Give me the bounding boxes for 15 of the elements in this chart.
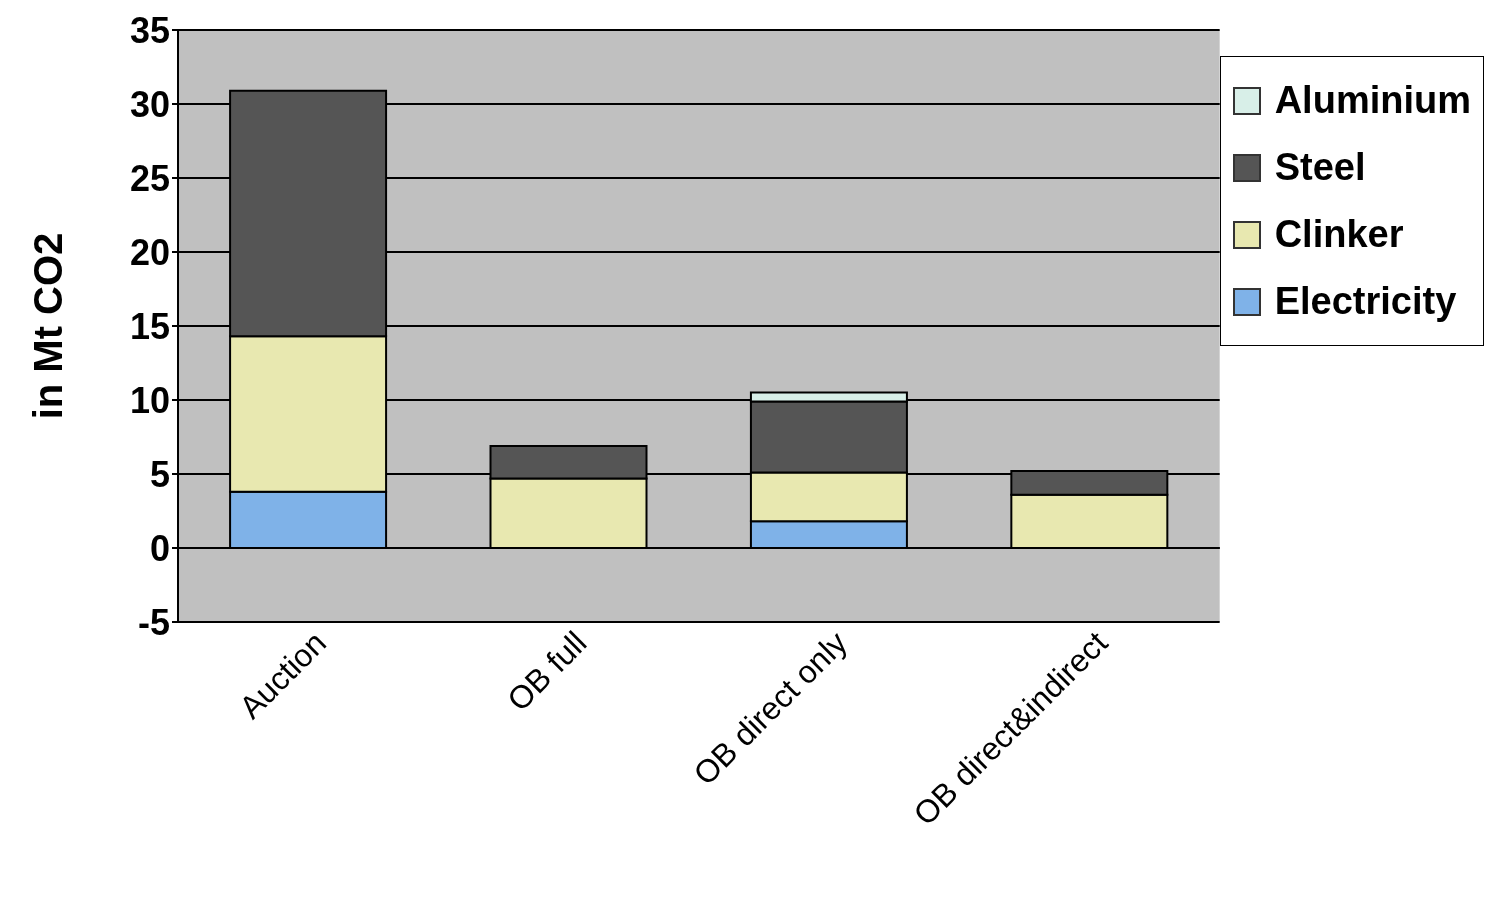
y-tick-label: 5 xyxy=(149,453,170,495)
y-tick-label: 10 xyxy=(129,379,170,421)
legend-label: Electricity xyxy=(1274,280,1457,323)
y-tick-label: 35 xyxy=(129,9,170,51)
legend-label: Clinker xyxy=(1274,213,1404,256)
x-tick-label: OB full xyxy=(500,624,594,718)
y-tick-label: -5 xyxy=(137,601,170,643)
legend-label: Steel xyxy=(1274,146,1366,189)
y-tick-label: 30 xyxy=(129,83,170,125)
y-tick-label: 25 xyxy=(129,157,170,199)
y-tick-label: 0 xyxy=(149,527,170,569)
y-axis-title: in Mt CO2 xyxy=(26,232,71,420)
legend-label: Aluminium xyxy=(1274,79,1471,122)
y-tick-label: 15 xyxy=(129,305,170,347)
y-tick-label: 20 xyxy=(129,231,170,273)
